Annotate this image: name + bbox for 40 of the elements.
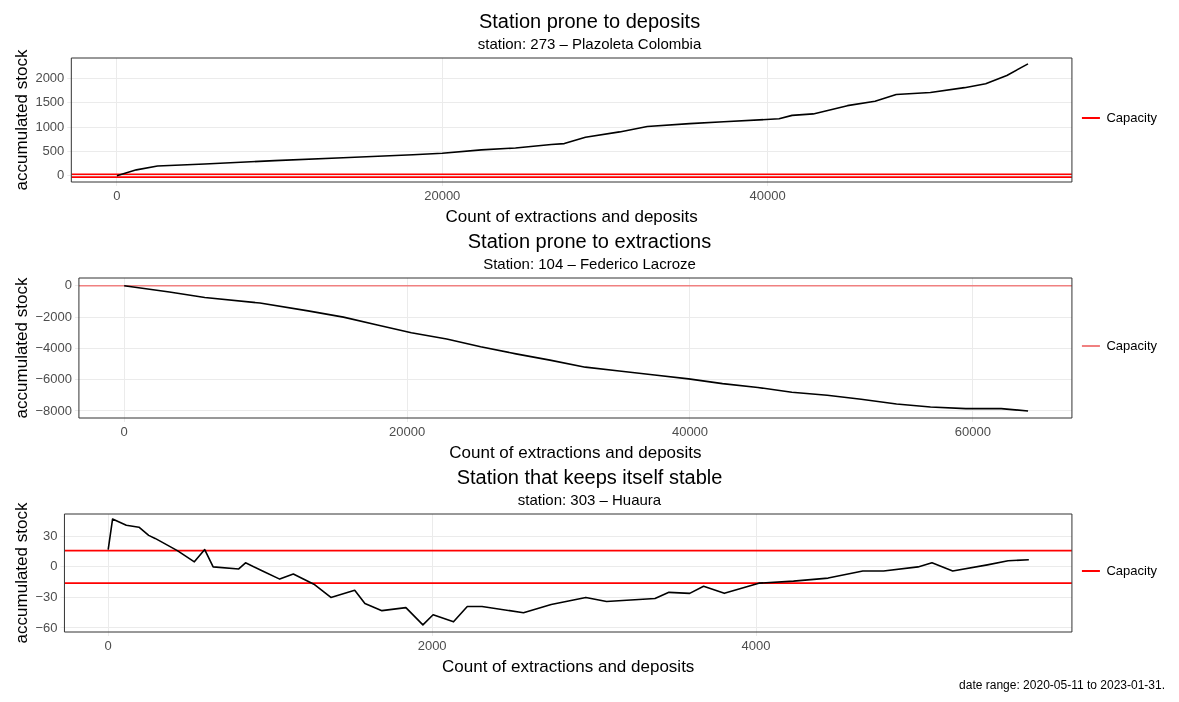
x-axis-title: Count of extractions and deposits xyxy=(442,657,695,677)
y-tick-label: 1000 xyxy=(35,118,65,134)
y-tick-label: 2000 xyxy=(35,70,65,85)
x-tick-label: 40000 xyxy=(671,424,709,440)
legend-label: Capacity xyxy=(1106,562,1158,578)
x-tick-label: 60000 xyxy=(954,424,991,440)
text: date range: 2020-05-11 to 2023-01-31. xyxy=(958,678,1166,692)
y-tick-label: 0 xyxy=(50,558,58,574)
legend-label: Capacity xyxy=(1106,337,1158,353)
x-tick-label: 40000 xyxy=(749,188,786,204)
y-tick-label: −6000 xyxy=(35,371,72,387)
x-tick-label: 20000 xyxy=(424,188,461,204)
y-tick-label: −8000 xyxy=(35,402,72,418)
y-axis-title: accumulated stock xyxy=(11,49,31,191)
chart-title: Station prone to deposits xyxy=(478,9,701,32)
x-axis-title: Count of extractions and deposits xyxy=(445,207,698,227)
x-tick-label: 2000 xyxy=(417,638,447,654)
y-tick-label: 500 xyxy=(42,142,65,158)
x-tick-label: 0 xyxy=(113,188,121,204)
chart-title: Station that keeps itself stable xyxy=(456,465,723,488)
x-axis-title: Count of extractions and deposits xyxy=(449,443,702,463)
x-tick-label: 20000 xyxy=(389,424,426,440)
y-tick-label: 1500 xyxy=(35,94,65,110)
y-axis-title: accumulated stock xyxy=(11,502,31,644)
y-axis-title: accumulated stock xyxy=(11,277,31,419)
y-tick-label: −2000 xyxy=(35,308,72,324)
y-tick-label: −30 xyxy=(35,588,58,604)
y-tick-label: 0 xyxy=(64,277,72,293)
chart-subtitle: station: 273 – Plazoleta Colombia xyxy=(477,35,702,53)
chart-subtitle: Station: 104 – Federico Lacroze xyxy=(483,255,696,273)
y-tick-label: 0 xyxy=(57,167,65,183)
x-tick-label: 0 xyxy=(120,424,128,440)
chart-subtitle: station: 303 – Huaura xyxy=(517,491,662,509)
y-tick-label: 30 xyxy=(42,527,58,543)
chart-title: Station prone to extractions xyxy=(467,229,712,252)
y-tick-label: −60 xyxy=(35,619,58,635)
legend-label: Capacity xyxy=(1106,109,1158,125)
x-tick-label: 4000 xyxy=(741,638,771,654)
y-tick-label: −4000 xyxy=(35,339,72,355)
x-tick-label: 0 xyxy=(104,638,112,654)
